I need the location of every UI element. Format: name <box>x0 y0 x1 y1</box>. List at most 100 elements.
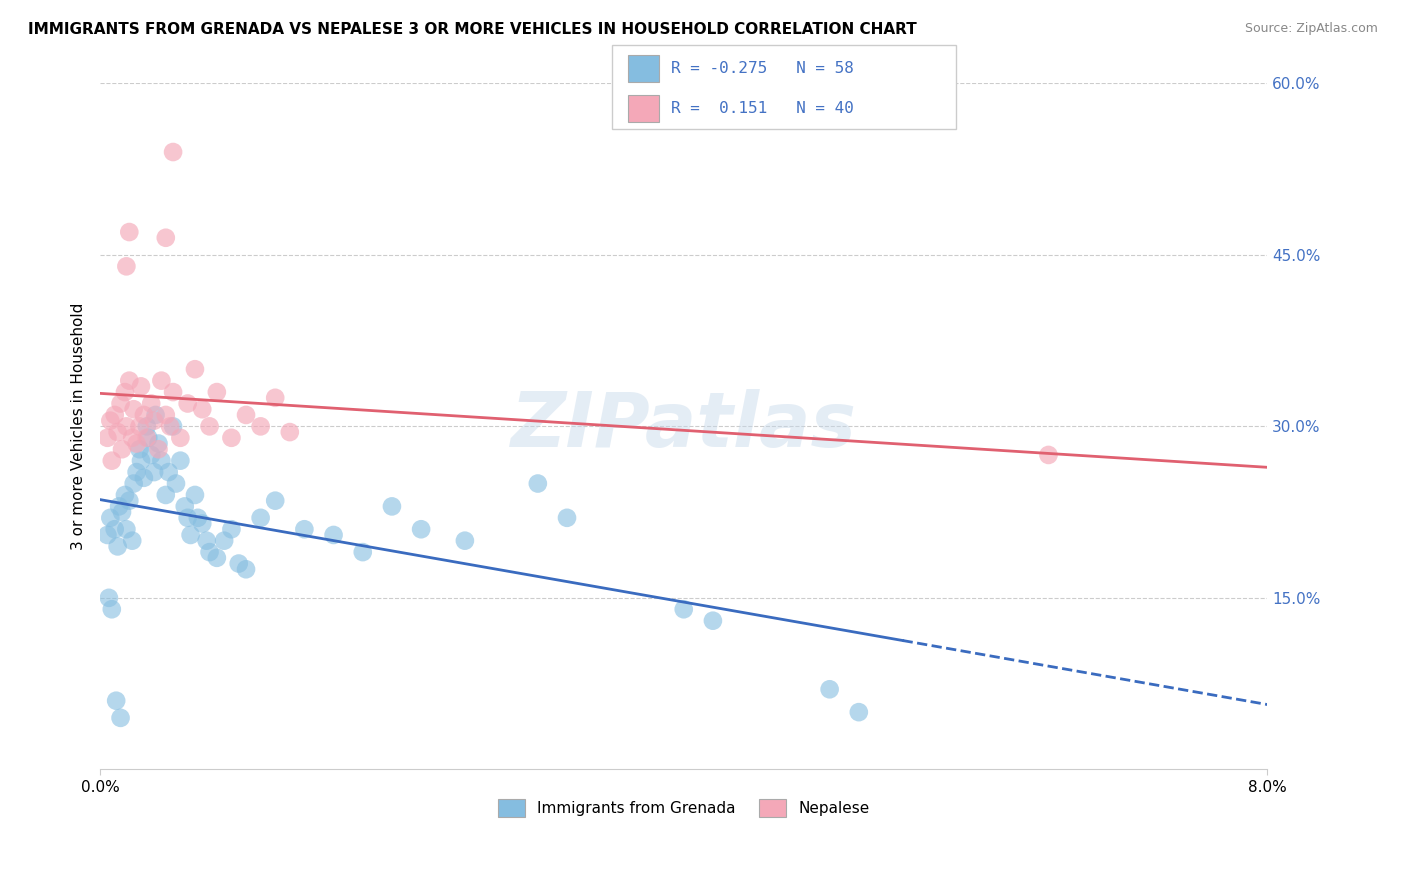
Point <box>249 419 271 434</box>
Point <box>108 500 131 514</box>
Point <box>264 391 287 405</box>
Point <box>132 471 155 485</box>
Point <box>121 533 143 548</box>
Point <box>381 500 404 514</box>
Point <box>169 453 191 467</box>
Point <box>107 540 129 554</box>
Point <box>228 557 250 571</box>
Point <box>141 448 163 462</box>
Text: R = -0.275   N = 58: R = -0.275 N = 58 <box>671 61 853 76</box>
Point <box>352 545 374 559</box>
Point <box>150 453 173 467</box>
Point <box>155 408 177 422</box>
Point <box>249 511 271 525</box>
Point <box>107 425 129 439</box>
Point <box>527 476 550 491</box>
Point <box>198 419 221 434</box>
Point <box>176 511 198 525</box>
Point <box>292 522 315 536</box>
Point <box>162 419 184 434</box>
Point <box>235 408 257 422</box>
Point <box>143 465 166 479</box>
Point <box>115 522 138 536</box>
Point <box>105 694 128 708</box>
Point <box>212 533 235 548</box>
Point <box>176 396 198 410</box>
Point <box>132 408 155 422</box>
Point <box>205 385 228 400</box>
Point <box>98 414 121 428</box>
Point <box>129 379 152 393</box>
Point <box>155 488 177 502</box>
Point <box>322 528 344 542</box>
Point <box>150 374 173 388</box>
Legend: Immigrants from Grenada, Nepalese: Immigrants from Grenada, Nepalese <box>492 792 876 823</box>
Point <box>111 442 134 457</box>
Point <box>115 260 138 274</box>
Point <box>195 533 218 548</box>
Point <box>159 419 181 434</box>
Point <box>1038 448 1060 462</box>
Point <box>129 453 152 467</box>
Point <box>169 431 191 445</box>
Point <box>235 562 257 576</box>
Point <box>101 453 124 467</box>
Point <box>118 225 141 239</box>
Point <box>122 402 145 417</box>
Point <box>221 522 243 536</box>
Text: IMMIGRANTS FROM GRENADA VS NEPALESE 3 OR MORE VEHICLES IN HOUSEHOLD CORRELATION : IMMIGRANTS FROM GRENADA VS NEPALESE 3 OR… <box>28 22 917 37</box>
Point <box>162 145 184 159</box>
Point <box>115 419 138 434</box>
Point <box>118 374 141 388</box>
Point <box>702 614 724 628</box>
Point <box>125 436 148 450</box>
Point <box>180 528 202 542</box>
Point <box>96 528 118 542</box>
Point <box>125 465 148 479</box>
Point <box>96 431 118 445</box>
Point <box>145 408 167 422</box>
Point <box>155 231 177 245</box>
Point <box>454 533 477 548</box>
Point <box>191 516 214 531</box>
Point <box>101 602 124 616</box>
Point <box>187 511 209 525</box>
Point <box>184 362 207 376</box>
Point <box>114 488 136 502</box>
Point <box>136 431 159 445</box>
Point <box>104 522 127 536</box>
Point <box>104 408 127 422</box>
Point <box>162 385 184 400</box>
Point <box>135 419 157 434</box>
Point <box>98 511 121 525</box>
Point <box>122 476 145 491</box>
Point <box>672 602 695 616</box>
Point <box>148 442 170 457</box>
Point <box>157 465 180 479</box>
Point <box>191 402 214 417</box>
Y-axis label: 3 or more Vehicles in Household: 3 or more Vehicles in Household <box>72 302 86 550</box>
Point <box>148 436 170 450</box>
Point <box>818 682 841 697</box>
Point <box>221 431 243 445</box>
Point <box>141 396 163 410</box>
Point <box>118 493 141 508</box>
Point <box>205 550 228 565</box>
Point <box>165 476 187 491</box>
Text: ZIPatlas: ZIPatlas <box>510 390 856 463</box>
Point <box>110 711 132 725</box>
Point <box>848 705 870 719</box>
Point <box>555 511 578 525</box>
Point <box>128 442 150 457</box>
Text: R =  0.151   N = 40: R = 0.151 N = 40 <box>671 101 853 116</box>
Point <box>184 488 207 502</box>
Point <box>264 493 287 508</box>
Point <box>173 500 195 514</box>
Point <box>114 385 136 400</box>
Point <box>143 414 166 428</box>
Point <box>198 545 221 559</box>
Point <box>97 591 120 605</box>
Text: Source: ZipAtlas.com: Source: ZipAtlas.com <box>1244 22 1378 36</box>
Point <box>111 505 134 519</box>
Point <box>411 522 433 536</box>
